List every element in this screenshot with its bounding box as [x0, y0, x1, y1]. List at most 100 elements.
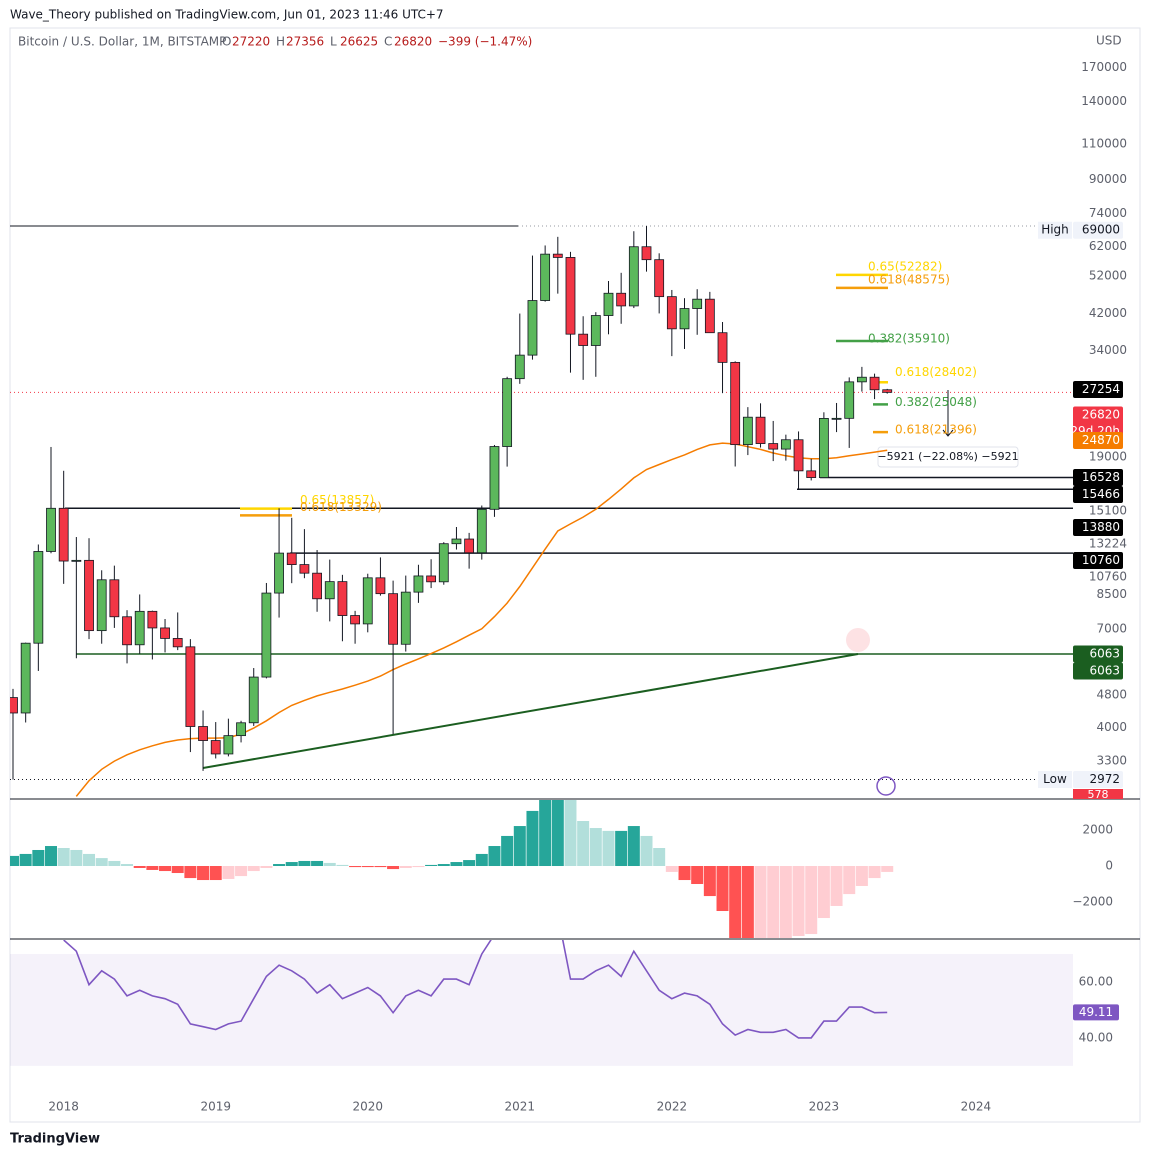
publisher: Wave_Theory published on TradingView.com…: [10, 8, 444, 22]
candle-body: [641, 246, 652, 261]
macd-bar: [678, 866, 691, 881]
macd-bar: [767, 866, 780, 938]
candle-body: [350, 615, 360, 625]
candle-body: [476, 508, 487, 554]
x-tick-label: 2023: [809, 1100, 840, 1114]
candle-body: [248, 676, 259, 724]
candle-body: [71, 559, 82, 562]
fib-label: 0.65(13857): [300, 493, 374, 507]
candle-body: [616, 292, 627, 307]
y-tick-label: 140000: [1081, 94, 1127, 108]
candle-body: [33, 551, 44, 644]
macd-bar: [19, 853, 32, 867]
y-tick-label: 52000: [1089, 268, 1127, 282]
candle-body: [438, 543, 449, 583]
macd-bar: [361, 866, 374, 868]
rsi-tick-label: 60.00: [1079, 974, 1113, 988]
price-box-label: 10760: [1082, 553, 1120, 567]
candle-body: [793, 439, 804, 472]
price-box-label: 26820: [1082, 408, 1120, 422]
price-box: [1073, 645, 1123, 663]
ohlc-key: L: [330, 35, 337, 49]
candle-body: [869, 376, 880, 391]
price-box: [1073, 552, 1123, 570]
candle-body: [261, 592, 272, 678]
candle-body: [400, 591, 411, 645]
candle-body: [413, 575, 424, 593]
macd-bar: [450, 862, 463, 867]
macd-bar: [247, 866, 260, 872]
candle-body: [666, 296, 677, 330]
fib-label: 0.618(28402): [895, 365, 977, 379]
macd-bar: [336, 864, 349, 867]
macd-bar: [235, 866, 248, 877]
y-tick-label: 13224: [1089, 537, 1127, 551]
candle-body: [818, 418, 829, 478]
volume-label: 578: [1088, 788, 1109, 801]
y-tick-label: 90000: [1089, 172, 1127, 186]
pane: [10, 800, 894, 938]
price-box: [1073, 771, 1123, 789]
candle-body: [704, 298, 715, 334]
macd-bar: [83, 853, 96, 867]
macd-bar: [146, 866, 159, 870]
rsi-band: [10, 953, 1073, 1066]
rsi-line: [63, 940, 888, 1039]
macd-bar: [10, 855, 19, 867]
macd-bar: [577, 821, 590, 867]
candle-body: [134, 610, 145, 646]
macd-bar: [209, 866, 222, 881]
macd-bar: [754, 866, 767, 938]
macd-bar: [589, 828, 602, 867]
candle-body: [856, 376, 867, 383]
macd-bar: [222, 866, 235, 879]
macd-tick-label: −2000: [1072, 895, 1113, 909]
macd-bar: [273, 864, 286, 867]
ohlc-value: 26820: [394, 35, 432, 49]
candle-body: [540, 253, 551, 301]
ohlc-key: H: [276, 35, 285, 49]
candle-body: [122, 616, 132, 646]
macd-bar: [323, 862, 336, 867]
candle-body: [388, 593, 399, 645]
y-tick-label: 170000: [1081, 60, 1127, 74]
macd-bar: [526, 810, 539, 867]
y-tick-label: 74000: [1089, 206, 1127, 220]
price-box-label: 13880: [1082, 520, 1120, 534]
candle-body: [10, 697, 18, 714]
macd-bar: [792, 866, 805, 937]
price-box-label: 16528: [1082, 470, 1120, 484]
macd-bar: [881, 866, 894, 872]
macd-bar: [488, 846, 501, 867]
candle-body: [679, 308, 690, 330]
candle-body: [426, 575, 437, 583]
candle-body: [514, 354, 525, 380]
volume-box: [1073, 789, 1123, 799]
candle-body: [210, 740, 221, 755]
candle-body: [223, 735, 234, 755]
macd-bar: [615, 830, 628, 867]
candle-body: [692, 298, 703, 309]
candle-body: [502, 378, 513, 447]
macd-bar: [627, 826, 640, 867]
macd-tick-label: 2000: [1082, 823, 1113, 837]
candle-body: [147, 610, 158, 629]
candle-body: [375, 577, 386, 595]
macd-bar: [298, 860, 311, 867]
macd-bar: [108, 860, 121, 867]
measure-arrow-head: [942, 429, 954, 437]
candle-body: [274, 552, 284, 594]
alert-marker: [846, 628, 870, 652]
fib-label: 0.618(21396): [895, 423, 977, 437]
macd-bar: [311, 860, 324, 867]
ohlc-key: C: [384, 35, 392, 49]
macd-bar: [95, 858, 108, 867]
fib-label: 0.382(35910): [868, 331, 950, 345]
macd-bar: [855, 866, 868, 886]
candle-body: [844, 381, 855, 419]
candle-body: [552, 253, 563, 258]
price-box-label: 24870: [1082, 433, 1120, 447]
candle-body: [628, 246, 639, 307]
candle-body: [578, 333, 589, 346]
